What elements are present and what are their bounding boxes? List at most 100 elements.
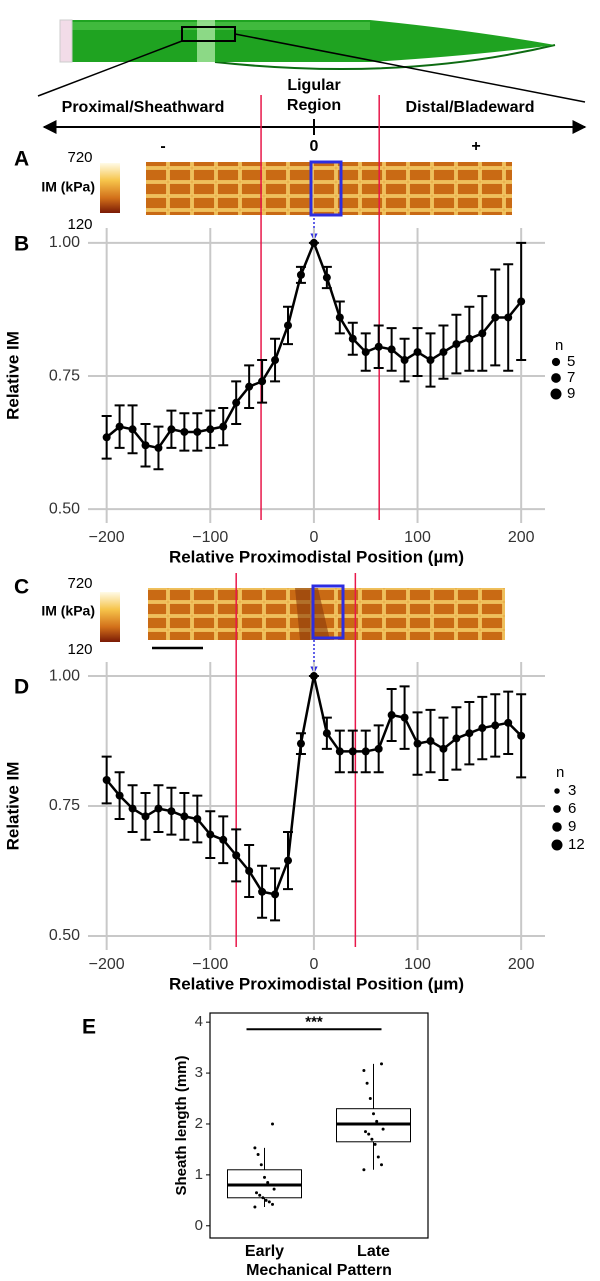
data-point [193, 427, 202, 436]
data-point [232, 851, 241, 860]
legend-label: 9 [568, 818, 576, 835]
legend-label: 6 [568, 800, 576, 817]
legend-size-dot [551, 373, 561, 383]
x-tick-label: 100 [404, 956, 431, 973]
y-tick-label: 0 [195, 1217, 203, 1234]
colorbar [100, 592, 120, 642]
data-point [373, 1142, 377, 1146]
x-tick-label: −200 [89, 956, 125, 973]
data-point [364, 1130, 367, 1134]
y-tick-label: 2 [195, 1115, 203, 1132]
data-point [517, 731, 526, 740]
data-point [387, 711, 396, 720]
data-point [128, 425, 137, 434]
roi-box [309, 160, 343, 217]
heatmap-image [146, 162, 512, 215]
data-point [206, 830, 215, 839]
colorbar [100, 163, 120, 213]
x-tick-label: −100 [192, 956, 228, 973]
center-label: Ligular Region [286, 77, 342, 114]
data-point [465, 729, 474, 738]
data-point [381, 1127, 385, 1131]
y-axis-label: Relative IM [3, 762, 22, 851]
x-axis-label: Relative Proximodistal Position (µm) [169, 974, 464, 993]
y-axis-label: Sheath length (mm) [173, 1055, 190, 1195]
data-point [271, 356, 280, 365]
roi-box [311, 584, 345, 640]
panel-letter: A [14, 148, 29, 171]
data-point [335, 747, 344, 756]
direction-label: 0 [310, 138, 319, 155]
data-point [255, 1191, 258, 1195]
data-point [413, 739, 422, 748]
colorbar-max: 720 [67, 575, 92, 592]
legend-label: 5 [567, 353, 575, 370]
colorbar-label: IM (kPa) [41, 179, 95, 195]
legend-size-dot [552, 822, 562, 832]
data-point [258, 887, 267, 896]
data-point [219, 422, 228, 431]
data-point [380, 1163, 383, 1167]
data-point [322, 273, 331, 282]
data-point [245, 382, 254, 391]
data-point [267, 1200, 271, 1204]
data-point [154, 443, 163, 452]
data-point [374, 342, 383, 351]
data-point [180, 427, 189, 436]
data-point [253, 1146, 257, 1150]
data-point [256, 1153, 260, 1157]
data-point [296, 270, 305, 279]
data-point [266, 1181, 270, 1185]
data-point [284, 856, 293, 865]
data-point [141, 441, 150, 450]
y-tick-label: 0.75 [49, 797, 80, 814]
legend-label: 9 [567, 385, 575, 402]
x-tick-label: −200 [89, 529, 125, 546]
data-point [309, 672, 318, 681]
x-tick-label: Early [245, 1243, 284, 1260]
data-point [128, 804, 137, 813]
data-point [348, 334, 357, 343]
data-point [271, 890, 280, 899]
data-point [180, 812, 189, 821]
legend-size-dot [553, 805, 561, 813]
data-point [400, 356, 409, 365]
data-point [258, 1193, 262, 1197]
data-point [439, 348, 448, 357]
colorbar-max: 720 [67, 149, 92, 166]
data-point [504, 718, 513, 727]
data-point [439, 744, 448, 753]
data-point [167, 807, 176, 816]
legend-label: 7 [567, 369, 575, 386]
data-point [115, 422, 124, 431]
data-point [465, 334, 474, 343]
data-point [115, 791, 124, 800]
x-axis-label: Relative Proximodistal Position (µm) [169, 547, 464, 566]
data-point [452, 340, 461, 349]
legend-size-dot [554, 788, 560, 794]
colorbar-label: IM (kPa) [41, 603, 95, 619]
data-point [372, 1112, 375, 1116]
data-point [387, 345, 396, 354]
data-point [361, 348, 370, 357]
data-point [478, 724, 487, 733]
legend-size-dot [551, 839, 563, 851]
data-point [272, 1187, 276, 1191]
data-point [296, 739, 305, 748]
left-label: Proximal/Sheathward [62, 99, 225, 116]
data-point [374, 744, 383, 753]
legend-size-dot [551, 357, 561, 367]
data-point [335, 313, 344, 322]
colorbar-min: 120 [67, 216, 92, 233]
data-point [154, 804, 163, 813]
data-point [380, 1062, 383, 1066]
data-point [284, 321, 293, 330]
plot-frame [209, 1012, 429, 1239]
data-point [141, 812, 150, 821]
y-tick-label: 1.00 [49, 667, 80, 684]
data-point [269, 1183, 273, 1187]
data-point [271, 1122, 274, 1126]
x-tick-label: Late [357, 1243, 390, 1260]
panel-letter: E [82, 1016, 96, 1039]
